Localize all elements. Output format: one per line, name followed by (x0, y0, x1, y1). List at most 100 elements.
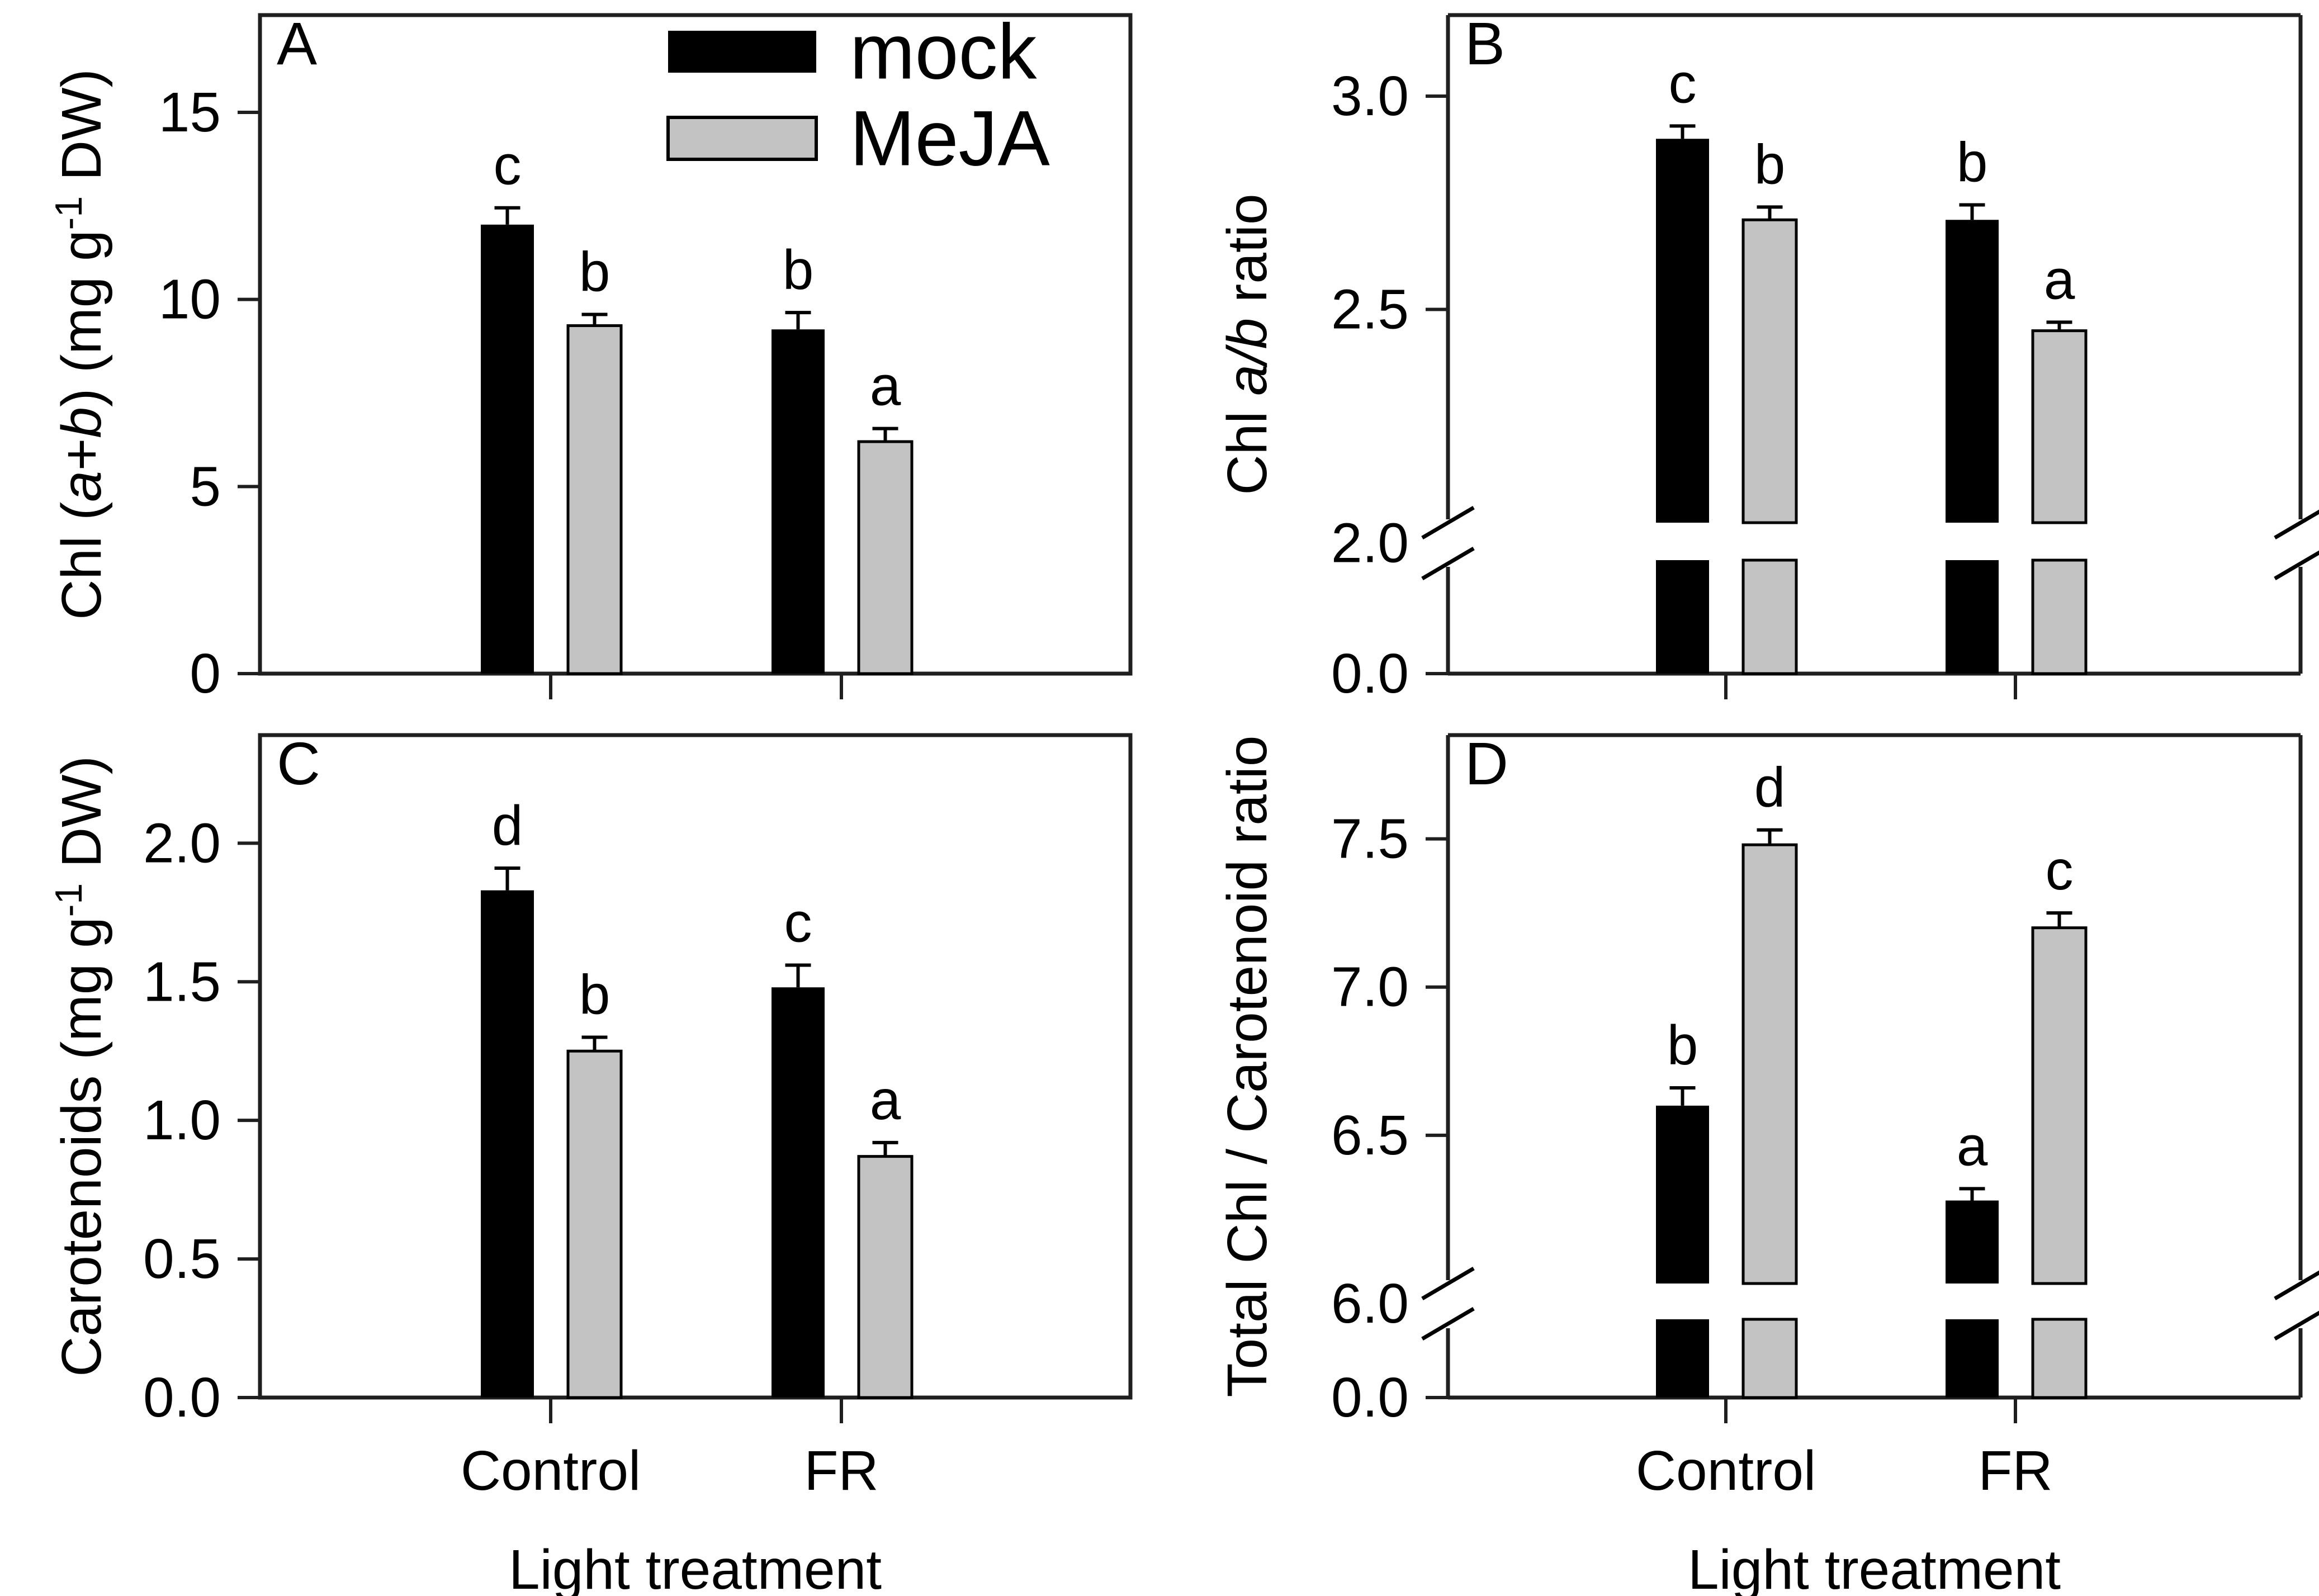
x-category-label: Control (461, 1439, 641, 1502)
y-tick-label: 0 (190, 642, 221, 705)
y-axis-title-segment: b (50, 407, 113, 438)
axis-break-slash (2274, 1270, 2319, 1301)
bar-mock-fr (772, 987, 825, 1398)
bar-mock-fr (772, 329, 825, 674)
significance-letter: b (1667, 1014, 1698, 1077)
bar-meja-control (566, 1049, 623, 1399)
axis-break-slash (1421, 1266, 1475, 1301)
y-tick-label: 0.5 (143, 1228, 221, 1290)
panel-letter: B (1465, 10, 1505, 77)
significance-letter: a (870, 355, 901, 418)
y-tick-label: 15 (159, 81, 221, 144)
legend-swatch-mock-icon (668, 31, 816, 73)
bar-mock-control-stub (1656, 560, 1709, 674)
bar-meja-fr-stub (2031, 1318, 2088, 1399)
bar-meja-control (566, 324, 623, 675)
y-tick-label: 2.5 (1331, 278, 1409, 340)
y-axis-title: Chl (a+b) (mg g-1 DW) (48, 69, 113, 620)
y-tick-label: 1.0 (143, 1089, 221, 1152)
y-axis-title-segment: ratio (1216, 193, 1279, 318)
x-category-label: FR (804, 1439, 878, 1502)
y-axis-title-segment: Chl ( (50, 502, 113, 620)
bar-meja-control-stub (1741, 1318, 1798, 1399)
bar-mock-fr-stub (1946, 560, 1999, 674)
y-tick-label: 10 (159, 268, 221, 331)
bar-mock-fr-stub (1946, 1319, 1999, 1398)
y-tick-label-zero: 0.0 (1331, 642, 1409, 705)
y-axis-title-segment: DW) (50, 69, 113, 196)
plot-frame (258, 733, 1133, 1400)
y-tick-label: 6.0 (1331, 1272, 1409, 1335)
panel-C: 0.0 0.5 1.0 1.5 2.0 d c b a C Carotenoids (mg g-1 … (48, 730, 1133, 1596)
bar-meja-fr (857, 1155, 914, 1399)
y-axis-title-segment: a/b (1216, 318, 1279, 396)
y-axis-title-segment: ) (mg g (50, 230, 113, 407)
panel-letter: C (277, 730, 320, 797)
y-tick-label: 0.0 (143, 1366, 221, 1429)
y-axis-title: Total Chl / Carotenoid ratio (1216, 736, 1279, 1398)
bar-meja-control-stub (1741, 558, 1798, 675)
legend-label: MeJA (850, 94, 1050, 182)
significance-letter: b (579, 963, 610, 1026)
legend-label: mock (850, 8, 1037, 96)
axis-break-slash (1421, 546, 1475, 581)
y-axis-title-segment: Total Chl / Carotenoid ratio (1216, 736, 1279, 1398)
y-tick-label: 7.0 (1331, 956, 1409, 1019)
bar-meja-fr-stub (2031, 558, 2088, 675)
x-category-label: Control (1636, 1439, 1816, 1502)
significance-letter: d (1754, 756, 1786, 819)
significance-letter: a (1957, 1115, 1988, 1177)
significance-letter: b (783, 239, 814, 301)
panel-letter: A (277, 10, 317, 77)
bar-mock-control (481, 890, 534, 1398)
significance-letter: c (1669, 52, 1697, 115)
x-category-label: FR (1978, 1439, 2052, 1502)
significance-letter: c (494, 134, 522, 197)
axis-break-slash (2274, 550, 2319, 581)
bar-mock-fr-upper (1946, 220, 1999, 523)
bar-meja-fr-upper (2031, 329, 2088, 524)
axis-break-slash (1421, 505, 1475, 540)
legend-swatch-meja-icon (666, 116, 818, 161)
y-axis-title-segment: a (50, 471, 113, 502)
bar-meja-control-upper (1741, 843, 1798, 1285)
bar-mock-fr-upper (1946, 1200, 1999, 1284)
bar-meja-control-upper (1741, 218, 1798, 524)
y-tick-label: 2.0 (143, 812, 221, 874)
x-axis-title: Light treatment (509, 1538, 882, 1596)
panel-letter: D (1465, 730, 1508, 797)
y-tick-label: 2.0 (1331, 512, 1409, 575)
axis-break-slash (2274, 1310, 2319, 1341)
axis-break-slash (2274, 509, 2319, 540)
bar-mock-control-stub (1656, 1319, 1709, 1398)
significance-letter: b (579, 240, 610, 303)
plot-frame (258, 13, 1133, 676)
y-axis-title-segment: DW) (50, 756, 113, 883)
significance-letter: b (1957, 131, 1988, 194)
y-axis-title: Carotenoids (mg g-1 DW) (48, 756, 113, 1377)
bar-mock-control (481, 224, 534, 674)
y-tick-label: 5 (190, 455, 221, 518)
y-tick-label: 7.5 (1331, 808, 1409, 870)
panel-D: 6.0 6.5 7.0 7.5 0.0 b a d c D Total Chl / Caroteno… (1216, 730, 2319, 1596)
significance-letter: b (1754, 133, 1786, 196)
y-axis-title-segment: + (50, 438, 113, 471)
bar-meja-fr-upper (2031, 926, 2088, 1285)
y-axis-title-segment: -1 (48, 883, 90, 917)
significance-letter: a (870, 1069, 901, 1131)
y-tick-label-zero: 0.0 (1331, 1366, 1409, 1429)
significance-letter: c (784, 892, 812, 954)
y-tick-label: 6.5 (1331, 1104, 1409, 1167)
bar-mock-control-upper (1656, 1105, 1709, 1284)
axis-break-slash (1421, 1306, 1475, 1341)
x-axis-title: Light treatment (1688, 1538, 2061, 1596)
y-axis-title: Chl a/b ratio (1216, 193, 1279, 495)
y-tick-label: 1.5 (143, 950, 221, 1013)
bar-mock-control-upper (1656, 139, 1709, 523)
